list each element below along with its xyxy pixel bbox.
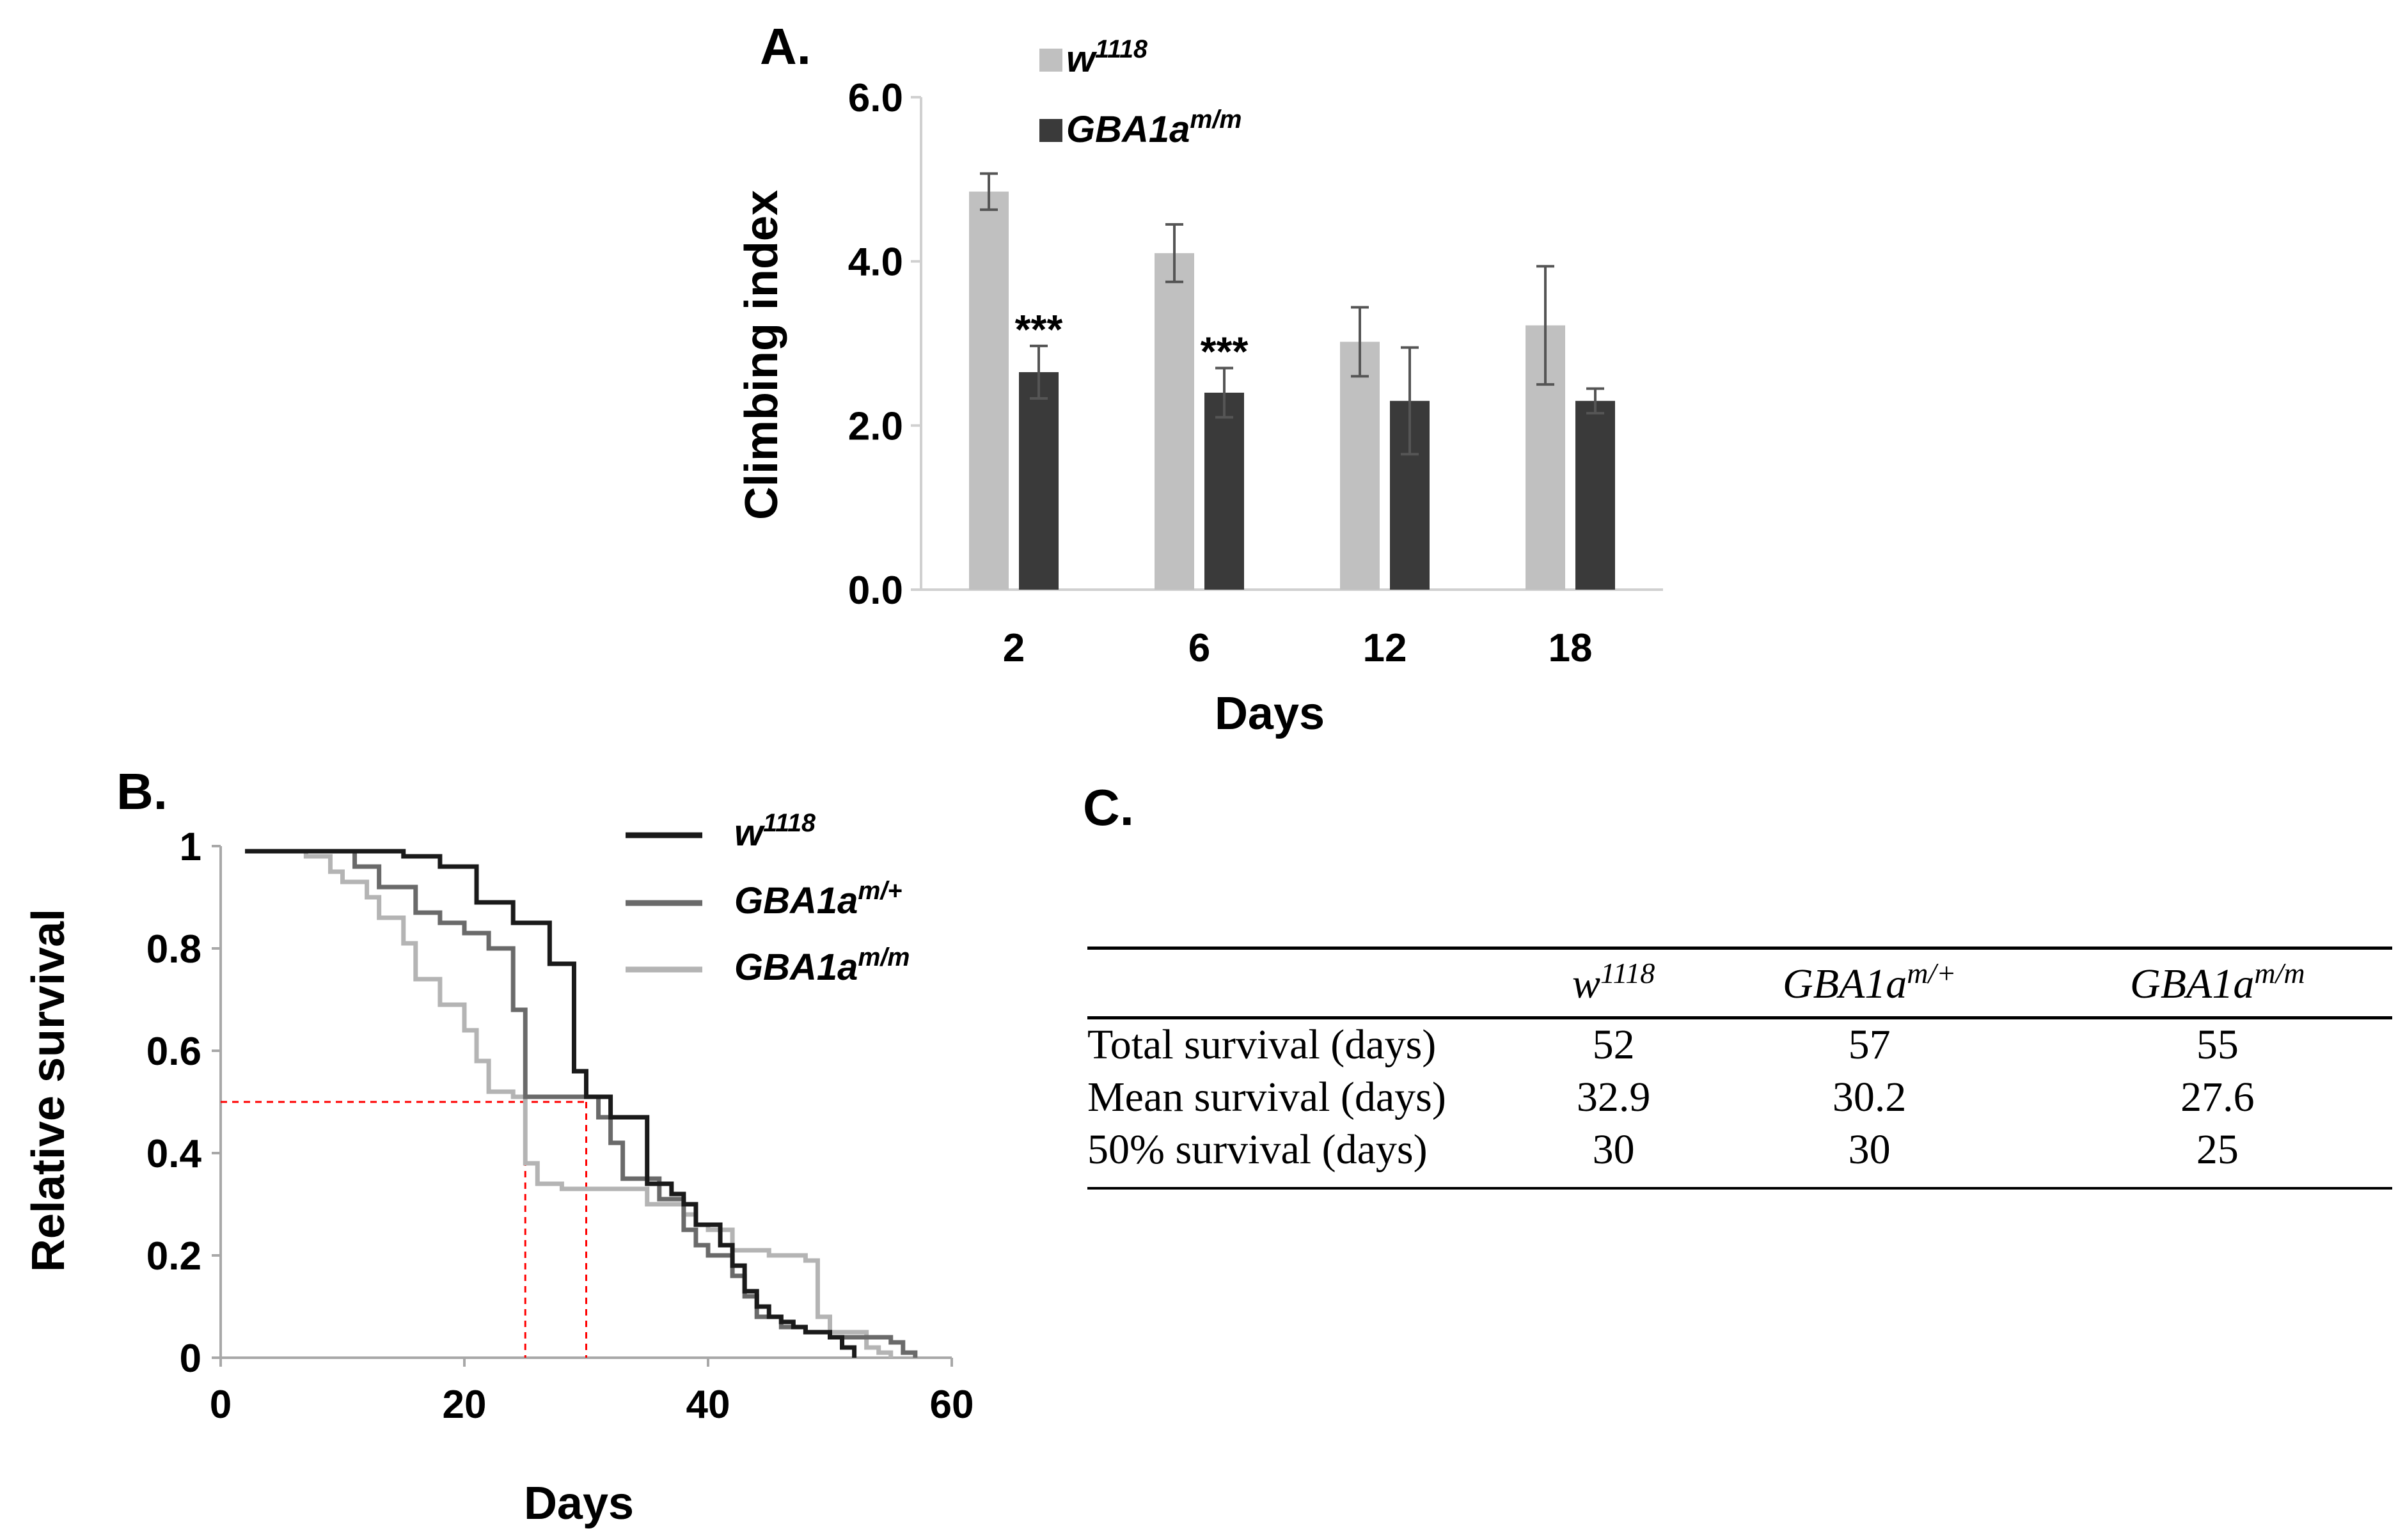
panel-c-table: w1118 GBA1am/+ GBA1am/m Total survival (… (1087, 947, 2392, 1190)
legend-label-base: GBA1a (1066, 109, 1190, 150)
legend-label-base: GBA1a (734, 947, 858, 988)
table-row: Mean survival (days) 32.9 30.2 27.6 (1087, 1072, 2392, 1124)
legend-swatch (1039, 119, 1062, 142)
legend-label-base: w (734, 812, 766, 854)
panel-b-ylabel: Relative survival (23, 909, 74, 1272)
panel-b-xlabel: Days (524, 1478, 634, 1529)
significance-marker: *** (1015, 306, 1063, 352)
table-cell: 57 (1848, 1021, 1891, 1068)
table-cell: 25 (2042, 1124, 2392, 1190)
legend-label-sup: 1118 (763, 809, 816, 837)
panel-b-lines (221, 849, 918, 1358)
panel-a-y-tick-label: 6.0 (848, 76, 903, 120)
legend-label-sup: m/m (858, 943, 910, 971)
panel-b-survival-chart: B. Relative survival Days 0 0.2 0.4 0.6 0.8 1… (23, 763, 974, 1529)
legend-label: GBA1am/+ (734, 877, 902, 922)
row-label: Total survival (days) (1087, 1021, 1437, 1068)
panel-a-x-tick-label: 18 (1549, 626, 1593, 670)
panel-b-y-tick-label: 0 (180, 1337, 201, 1381)
panel-a-x-tick-label: 12 (1363, 626, 1407, 670)
panel-b-x-tick-label: 0 (210, 1383, 232, 1427)
bar-w1118 (969, 191, 1009, 590)
panel-a-x-tick-label: 2 (1003, 626, 1025, 670)
table-cell: 55 (2196, 1021, 2239, 1068)
legend-label: w1118 (734, 809, 816, 854)
panel-a-y-tick-label: 2.0 (848, 404, 903, 448)
bar-w1118 (1340, 342, 1380, 590)
panel-b-letter: B. (116, 763, 168, 820)
legend-label: GBA1am/m (1066, 106, 1242, 150)
survival-table: w1118 GBA1am/+ GBA1am/m Total survival (… (1087, 947, 2392, 1190)
panel-a-legend: w1118 GBA1am/m (1039, 35, 1242, 150)
table-cell: 32.9 (1576, 1074, 1651, 1120)
bar-gba1a-hom (1019, 372, 1059, 590)
col-header-gba1a-hom: GBA1am/m (2042, 947, 2392, 1019)
panel-b-y-tick-label: 0.8 (146, 927, 201, 971)
panel-a-y-tick-label: 4.0 (848, 240, 903, 285)
legend-label-base: GBA1a (734, 880, 858, 922)
panel-b-y-tick-label: 0.4 (146, 1132, 202, 1176)
table-cell: 30 (1531, 1124, 1696, 1190)
table-row: 50% survival (days) 30 30 25 (1087, 1124, 2392, 1190)
panel-b-y-tick-label: 0.6 (146, 1030, 201, 1074)
survival-line-gba1a-hom (245, 849, 894, 1358)
row-label: Mean survival (days) (1087, 1074, 1446, 1120)
col-header-gba1a-het: GBA1am/+ (1696, 947, 2043, 1019)
row-label: 50% survival (days) (1087, 1124, 1531, 1190)
bar-gba1a-hom (1575, 400, 1615, 590)
survival-line-w1118 (245, 849, 857, 1358)
panel-a-x-tick-label: 6 (1188, 626, 1210, 670)
panel-b-y-tick-label: 1 (180, 825, 201, 869)
table-cell: 30.2 (1832, 1074, 1907, 1120)
legend-label-sup: m/+ (858, 877, 902, 905)
legend-swatch (1039, 49, 1062, 72)
table-row: Total survival (days) 52 57 55 (1087, 1018, 2392, 1072)
panel-a-bar-chart: A. Climbing index Days w1118 GBA1am/m 0.0… (736, 18, 1663, 739)
panel-b-x-tick-label: 40 (686, 1383, 730, 1427)
panel-c-letter: C. (1083, 779, 1134, 836)
legend-label-base: w (1066, 38, 1098, 80)
significance-marker: *** (1201, 329, 1249, 375)
table-header-row: w1118 GBA1am/+ GBA1am/m (1087, 947, 2392, 1019)
panel-a-y-tick-label: 0.0 (848, 569, 903, 613)
col-header-w1118: w1118 (1531, 947, 1696, 1019)
bar-gba1a-hom (1204, 393, 1244, 590)
table-cell: 52 (1592, 1021, 1635, 1068)
legend-label: w1118 (1066, 35, 1147, 80)
table-cell: 27.6 (2180, 1074, 2255, 1120)
table-cell: 30 (1696, 1124, 2043, 1190)
legend-label: GBA1am/m (734, 943, 910, 988)
panel-a-axes: 0.0 2.0 4.0 6.0 2 6 12 18 (848, 76, 1663, 670)
panel-a-ylabel: Climbing index (736, 190, 787, 520)
table-corner (1087, 947, 1531, 1019)
panel-a-xlabel: Days (1215, 688, 1325, 739)
panel-b-x-tick-label: 20 (443, 1383, 487, 1427)
bar-w1118 (1155, 253, 1194, 590)
panel-a-letter: A. (760, 18, 811, 75)
survival-line-gba1a-het (245, 849, 918, 1358)
legend-label-sup: 1118 (1095, 35, 1147, 63)
panel-a-bars: *** *** (969, 172, 1615, 590)
panel-b-y-tick-label: 0.2 (146, 1234, 201, 1278)
panel-b-x-tick-label: 60 (930, 1383, 974, 1427)
legend-label-sup: m/m (1190, 106, 1242, 134)
